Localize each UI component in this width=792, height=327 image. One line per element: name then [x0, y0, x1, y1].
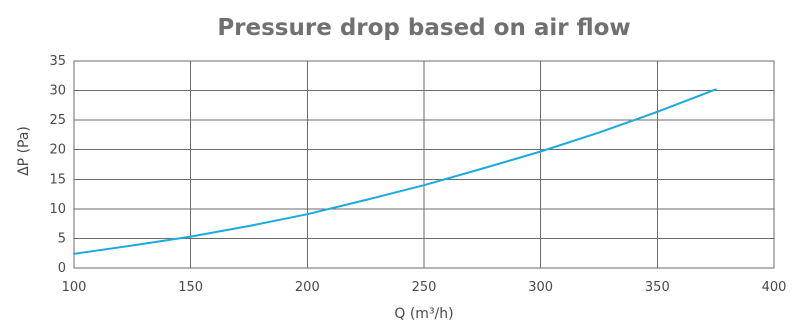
y-tick-label: 10: [49, 202, 66, 217]
y-tick-label: 20: [49, 143, 66, 158]
x-axis-label: Q (m³/h): [394, 306, 453, 322]
x-tick-label: 350: [645, 280, 670, 295]
gridlines: [73, 60, 775, 269]
y-tick-label: 25: [49, 113, 66, 128]
x-tick-label: 150: [178, 280, 203, 295]
y-tick-label: 30: [49, 84, 66, 99]
x-tick-label: 100: [62, 280, 87, 295]
x-axis-tick-labels: 100 150 200 250 300 350 400: [62, 280, 787, 295]
y-tick-label: 0: [58, 261, 66, 276]
y-axis-tick-labels: 0 5 10 15 20 25 30 35: [49, 54, 66, 276]
y-tick-label: 15: [49, 172, 66, 187]
y-tick-label: 35: [49, 54, 66, 69]
x-tick-label: 200: [295, 280, 320, 295]
x-tick-label: 400: [762, 280, 787, 295]
x-tick-label: 250: [412, 280, 437, 295]
series-line-0: [73, 88, 717, 255]
y-axis-label: ΔP (Pa): [16, 126, 32, 176]
plot-area-border: [73, 60, 775, 269]
series-layer: [73, 88, 717, 255]
y-tick-label: 5: [58, 231, 66, 246]
chart-title: Pressure drop based on air flow: [217, 15, 630, 41]
x-tick-label: 300: [528, 280, 553, 295]
